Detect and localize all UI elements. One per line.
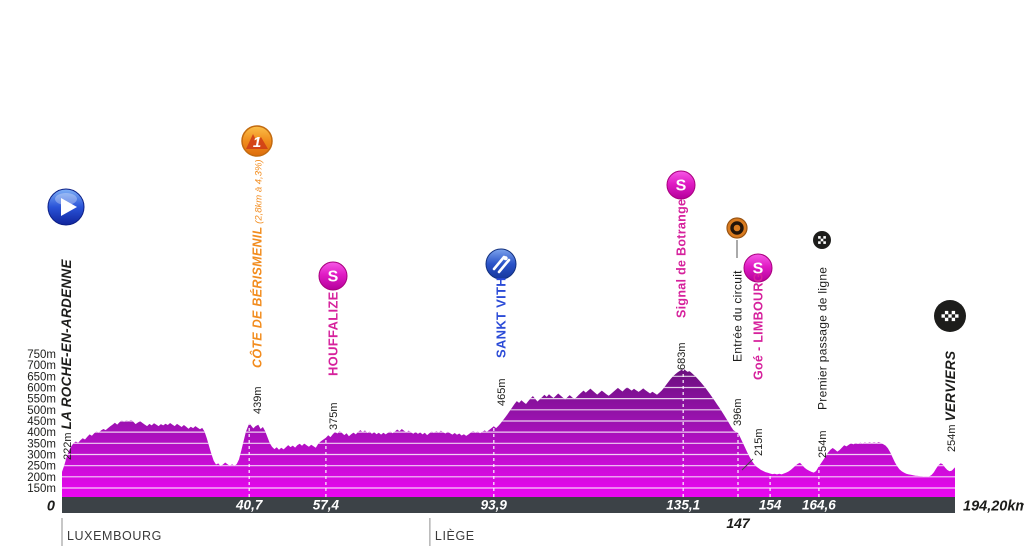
waypoint-name-label: 222m LA ROCHE-EN-ARDENNE [59, 259, 74, 460]
x-axis-tick-label: 194,20km [963, 499, 1024, 515]
x-axis-tick-label: 147 [726, 515, 751, 531]
lap-line-icon [813, 231, 831, 249]
waypoint-altitude-label: 375m [328, 402, 340, 430]
y-axis-tick-label: 350m [27, 438, 56, 450]
waypoint-name-label: CÔTE DE BÉRISMENIL (2,8km à 4,3%) [250, 159, 265, 368]
x-axis-tick-label: 135,1 [666, 498, 700, 513]
leader-line [741, 458, 754, 471]
waypoint-altitude-label: 439m [252, 386, 264, 414]
waypoint-name-label: Entrée du circuit [730, 270, 744, 362]
category-1-climb-icon: 1 [241, 125, 273, 157]
svg-text:S: S [676, 178, 687, 195]
svg-text:S: S [753, 261, 764, 278]
sprint-icon: S [318, 261, 348, 291]
x-axis-bar [62, 497, 955, 513]
waypoint-altitude-label: 215m [753, 428, 765, 456]
sprint-icon: S [743, 253, 773, 283]
region-label: LIÈGE [435, 528, 475, 543]
y-axis-tick-label: 600m [27, 383, 56, 395]
y-axis-tick-label: 500m [27, 405, 56, 417]
x-axis-tick-label: 154 [759, 498, 782, 513]
y-axis-tick-label: 550m [27, 394, 56, 406]
elevation-profile-area [62, 368, 955, 497]
waypoint-altitude-label: 465m [496, 378, 508, 406]
y-axis-tick-label: 400m [27, 427, 56, 439]
waypoint-name-label: 254m VERVIERS [943, 351, 958, 452]
y-axis-tick-label: 450m [27, 416, 56, 428]
y-axis-tick-label: 150m [27, 483, 56, 495]
waypoint-name-label: Signal de Botrange [675, 199, 689, 318]
x-axis-tick-label: 164,6 [802, 498, 836, 513]
waypoint-name-label: SANKT VITH [494, 277, 509, 358]
waypoint-altitude-label: 683m [676, 342, 688, 370]
start-play-icon [47, 188, 85, 226]
y-axis-tick-label: 250m [27, 461, 56, 473]
waypoint-altitude-label: 396m [732, 398, 744, 426]
circuit-entry-icon [726, 217, 748, 239]
svg-text:S: S [328, 269, 339, 286]
x-axis-tick-label: 0 [47, 499, 55, 515]
y-axis-tick-label: 700m [27, 360, 56, 372]
feed-zone-icon [485, 248, 517, 280]
x-axis-tick-label: 93,9 [481, 498, 508, 513]
y-axis-tick-label: 650m [27, 371, 56, 383]
waypoint-name-label: Premier passage de ligne [815, 267, 829, 410]
y-axis-tick-label: 300m [27, 450, 56, 462]
x-axis-tick-label: 40,7 [235, 498, 264, 513]
finish-flag-icon [934, 300, 966, 332]
x-axis-tick-label: 57,4 [313, 498, 340, 513]
sprint-icon: S [666, 170, 696, 200]
waypoint-name-label: Goé - LIMBOURG [752, 272, 766, 380]
y-axis-tick-label: 200m [27, 472, 56, 484]
svg-text:1: 1 [253, 134, 261, 151]
waypoint-name-label: HOUFFALIZE [326, 291, 341, 376]
waypoint-altitude-label: 254m [817, 430, 829, 458]
region-label: LUXEMBOURG [67, 529, 162, 543]
y-axis-tick-label: 750m [27, 349, 56, 361]
